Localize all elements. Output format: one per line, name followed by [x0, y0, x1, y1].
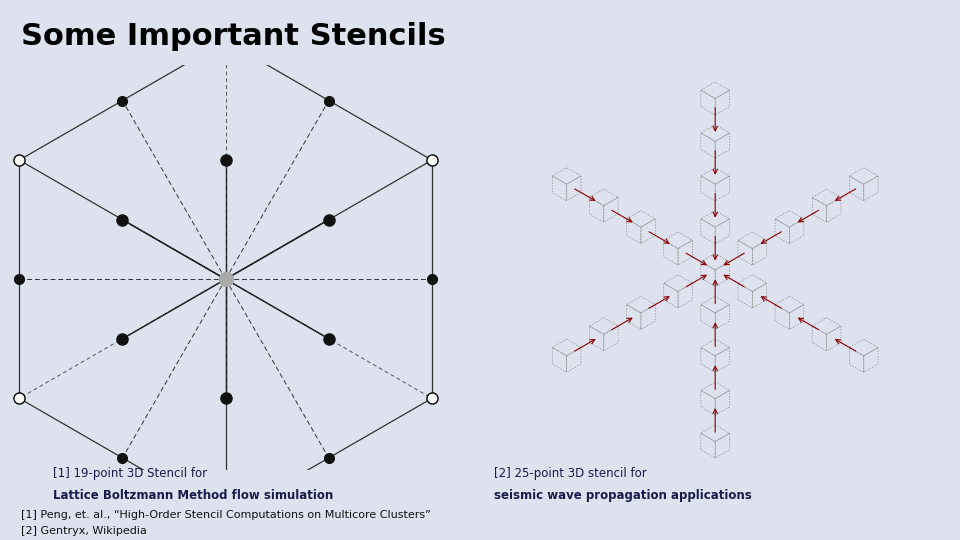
- Text: [2] Gentryx, Wikipedia: [2] Gentryx, Wikipedia: [21, 526, 147, 537]
- Text: [1] 19-point 3D Stencil for: [1] 19-point 3D Stencil for: [53, 467, 207, 480]
- Text: seismic wave propagation applications: seismic wave propagation applications: [494, 489, 752, 502]
- Text: Some Important Stencils: Some Important Stencils: [21, 22, 445, 51]
- Text: Lattice Boltzmann Method flow simulation: Lattice Boltzmann Method flow simulation: [53, 489, 333, 502]
- Text: [1] Peng, et. al., “High-Order Stencil Computations on Multicore Clusters”: [1] Peng, et. al., “High-Order Stencil C…: [21, 510, 431, 521]
- Text: [2] 25-point 3D stencil for: [2] 25-point 3D stencil for: [494, 467, 647, 480]
